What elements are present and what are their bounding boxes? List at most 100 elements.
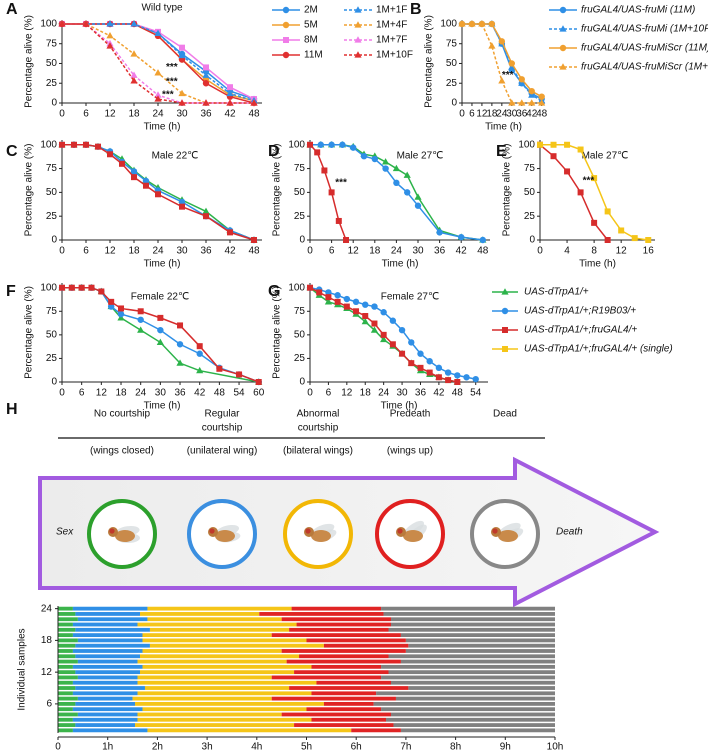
bar-segment	[72, 691, 138, 696]
bar-segment	[388, 654, 555, 659]
marker	[107, 303, 115, 310]
marker	[354, 6, 362, 13]
legend-label: UAS-dTrpA1/+	[524, 287, 589, 298]
bar-segment	[286, 659, 401, 664]
marker	[380, 335, 388, 343]
marker	[307, 284, 313, 291]
marker	[227, 229, 233, 236]
x-tick-label: 48	[214, 388, 226, 399]
marker	[478, 20, 486, 27]
marker	[202, 80, 210, 87]
bar-segment	[58, 612, 76, 616]
bar-segment	[58, 696, 78, 701]
x-tick-label: 0	[55, 742, 61, 750]
x-tick-label: 6	[329, 246, 335, 257]
fly-eye	[397, 528, 403, 534]
y-axis-title: Percentage alive (%)	[24, 15, 35, 108]
marker	[538, 93, 545, 100]
x-tick-label: 12	[104, 109, 116, 120]
bar-segment	[72, 622, 138, 627]
marker	[354, 21, 362, 28]
marker	[618, 227, 625, 234]
x-tick-label: 36	[516, 109, 528, 120]
y-tick-label: 50	[294, 187, 306, 198]
marker	[176, 359, 184, 366]
marker	[283, 37, 289, 43]
y-tick-label: 25	[46, 353, 58, 364]
stage-note: (wings up)	[387, 446, 433, 457]
x-tick-label: 48	[248, 246, 260, 257]
bar-segment	[147, 728, 352, 733]
marker	[371, 320, 378, 327]
marker	[559, 63, 567, 70]
y-tick-label: 0	[299, 377, 305, 388]
marker	[559, 44, 567, 52]
legend-label: fruGAL4/UAS-fruMiScr (11M)	[581, 43, 708, 54]
marker	[307, 141, 313, 148]
bar-segment	[58, 691, 73, 696]
bar-segment	[296, 622, 391, 627]
y-tick-label: 18	[41, 635, 53, 646]
x-tick-label: 36	[200, 246, 212, 257]
x-tick-label: 30	[155, 388, 167, 399]
marker	[317, 141, 324, 148]
y-axis-title: Percentage alive (%)	[24, 144, 35, 237]
legend-label: 1M+7F	[376, 35, 407, 46]
x-tick-label: 54	[233, 388, 245, 399]
bar-segment	[58, 707, 73, 712]
stage-label: courtship	[298, 423, 339, 434]
stage-label: courtship	[202, 423, 243, 434]
marker	[393, 179, 400, 187]
marker	[118, 305, 125, 312]
bar-segment	[72, 707, 143, 712]
bar-segment	[58, 649, 73, 653]
marker	[137, 308, 144, 315]
x-tick-label: 6	[83, 109, 89, 120]
bar-segment	[388, 670, 555, 675]
marker	[226, 99, 234, 106]
marker	[631, 235, 638, 242]
marker	[537, 141, 543, 148]
bar-segment	[142, 633, 272, 638]
stage-label: Regular	[204, 409, 240, 420]
marker	[417, 350, 424, 357]
marker	[501, 288, 509, 295]
bar-segment	[58, 638, 78, 643]
marker	[389, 341, 396, 348]
marker	[196, 343, 203, 350]
bar-segment	[58, 723, 76, 727]
bar-segment	[144, 686, 290, 690]
annotation: ***	[583, 176, 595, 187]
bar-segment	[142, 664, 312, 669]
fly-eye	[209, 528, 215, 534]
marker	[157, 326, 164, 334]
bar-segment	[137, 675, 272, 680]
bar-segment	[58, 622, 73, 627]
y-tick-label: 25	[294, 353, 306, 364]
marker	[130, 77, 138, 84]
x-tick-label: 30	[397, 388, 409, 399]
marker	[502, 327, 508, 333]
marker	[361, 317, 369, 325]
bar-segment	[299, 654, 389, 659]
marker	[178, 198, 186, 206]
bar-segment	[75, 686, 145, 690]
marker	[255, 379, 262, 385]
bar-segment	[72, 728, 148, 733]
x-tick-label: 18	[360, 388, 372, 399]
x-tick-label: 24	[135, 388, 147, 399]
marker	[370, 326, 379, 333]
x-tick-label: 42	[224, 109, 236, 120]
chart-title: Male 27℃	[582, 151, 629, 162]
chart-title: Female 27℃	[381, 292, 439, 303]
y-axis-title: Individual samples	[17, 628, 28, 710]
bar-segment	[77, 712, 138, 717]
bar-segment	[381, 606, 555, 611]
marker	[380, 331, 387, 338]
legend-label: fruGAL4/UAS-fruMi (11M)	[581, 5, 695, 16]
x-axis-title: Time (h)	[382, 259, 419, 270]
bar-segment	[390, 617, 555, 622]
stage-photo	[283, 499, 353, 569]
bar-segment	[58, 627, 76, 632]
marker	[498, 38, 506, 45]
